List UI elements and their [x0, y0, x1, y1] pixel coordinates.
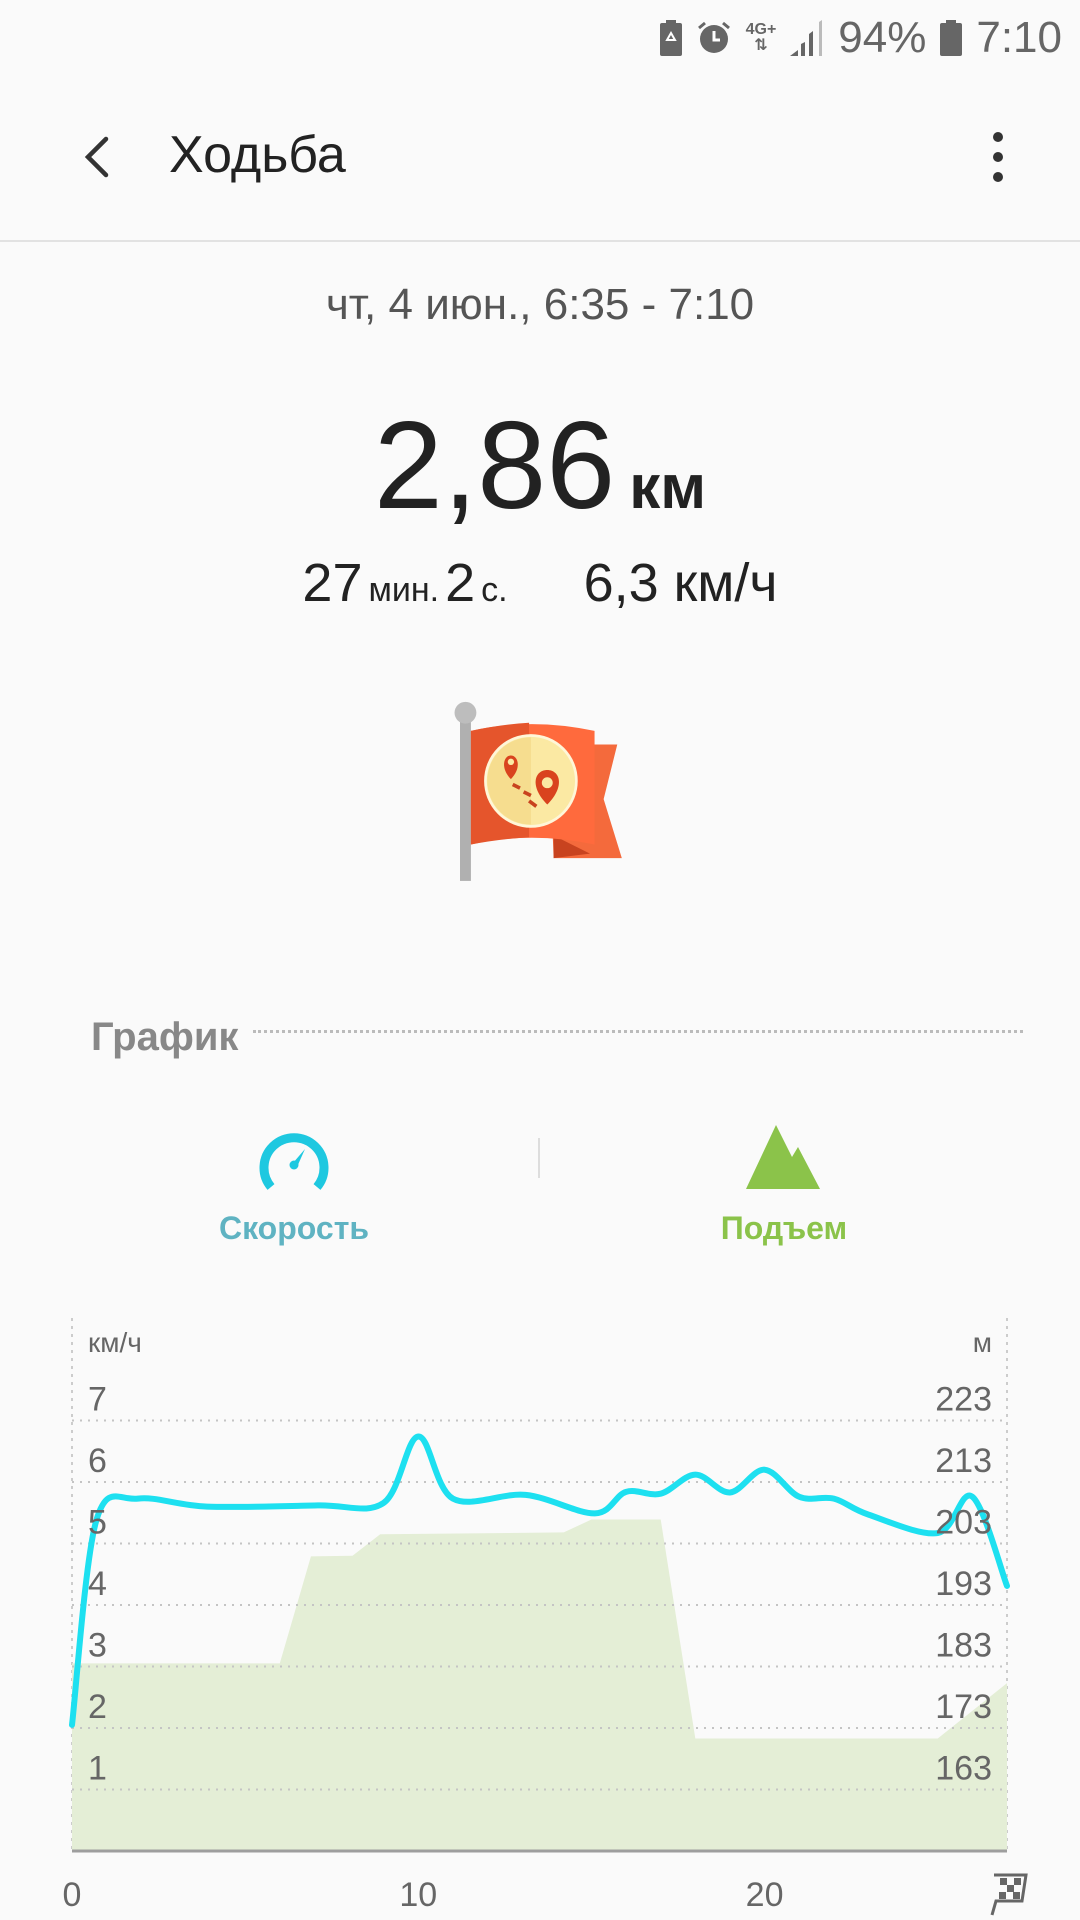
right-tick-label: 213	[935, 1442, 992, 1480]
left-tick-label: 1	[88, 1750, 107, 1788]
more-vert-icon[interactable]	[986, 127, 1010, 187]
left-tick-label: 6	[88, 1442, 107, 1480]
battery-saver-icon	[659, 19, 682, 56]
mountain-icon	[746, 1125, 820, 1189]
right-tick-label: 193	[935, 1565, 992, 1603]
duration-minutes-unit: мин.	[368, 571, 440, 609]
distance-value: 2,86	[373, 397, 616, 535]
clock: 7:10	[976, 12, 1062, 62]
battery-icon	[940, 19, 963, 56]
distance-unit: км	[629, 453, 707, 522]
speed-line	[69, 1433, 1010, 1728]
x-tick-label: 10	[399, 1876, 437, 1914]
x-tick-label: 20	[746, 1876, 784, 1914]
duration-minutes: 27	[302, 553, 363, 613]
distance: 2,86 км	[0, 395, 1080, 537]
network-4g-icon: 4G+ ⇅	[745, 20, 777, 54]
tab-speed[interactable]: Скорость	[144, 1125, 444, 1247]
workout-date-range: чт, 4 июн., 6:35 - 7:10	[325, 280, 755, 329]
tab-elevation[interactable]: Подъем	[634, 1125, 934, 1247]
section-divider	[253, 1030, 1023, 1033]
right-tick-label: 183	[935, 1627, 992, 1665]
duration-seconds: 2	[445, 553, 476, 613]
tab-elevation-label: Подъем	[720, 1210, 848, 1246]
checkered-flag-icon	[990, 1873, 1028, 1916]
right-axis-unit: м	[973, 1327, 992, 1358]
tab-separator	[538, 1138, 540, 1178]
left-tick-label: 2	[88, 1688, 107, 1726]
page-title: Ходьба	[169, 126, 346, 184]
average-speed: 6,3 км/ч	[583, 553, 778, 613]
speedometer-icon	[259, 1133, 329, 1190]
left-axis-unit: км/ч	[88, 1327, 142, 1358]
x-tick-label: 0	[63, 1876, 82, 1914]
right-tick-label: 203	[935, 1504, 992, 1542]
battery-percent: 94%	[838, 12, 927, 62]
right-tick-label: 223	[935, 1381, 992, 1419]
arrow-back-icon[interactable]	[66, 127, 126, 187]
signal-icon	[790, 19, 823, 56]
left-tick-label: 3	[88, 1627, 107, 1665]
left-tick-label: 5	[88, 1504, 107, 1542]
alarm-icon	[697, 21, 730, 53]
route-flag-icon	[454, 701, 622, 881]
elevation-area	[72, 1519, 1007, 1851]
duration-seconds-unit: с.	[481, 571, 508, 609]
app-bar: Ходьба	[0, 75, 1080, 242]
status-bar: 4G+ ⇅ 94% 7:10	[659, 0, 1062, 75]
right-tick-label: 173	[935, 1688, 992, 1726]
left-tick-label: 4	[88, 1565, 107, 1603]
tab-speed-label: Скорость	[218, 1210, 370, 1246]
chart-section-title: График	[91, 1015, 239, 1059]
right-tick-label: 163	[935, 1750, 992, 1788]
left-tick-label: 7	[88, 1381, 107, 1419]
workout-stats: 27 мин. 2 с. 6,3 км/ч	[0, 552, 1080, 614]
